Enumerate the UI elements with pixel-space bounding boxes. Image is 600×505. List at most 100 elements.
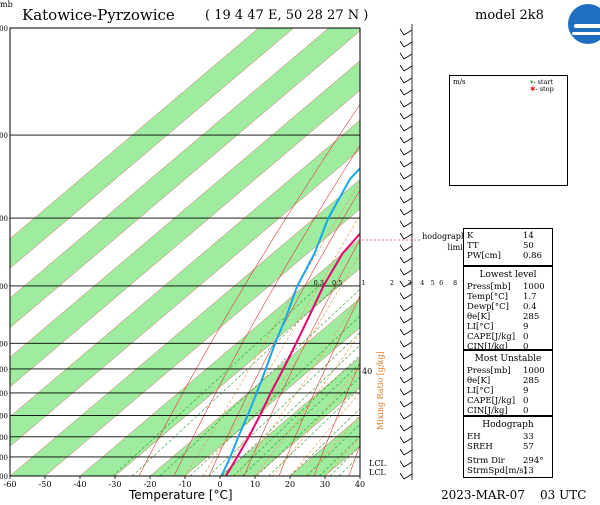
wind-barb <box>399 28 413 36</box>
lowest-row: Press[mb] 1000 <box>467 282 549 292</box>
x-tick-label: 40 <box>355 480 365 489</box>
wind-barb <box>399 412 413 420</box>
hodo-stat2-key: Strm Dir <box>467 456 505 466</box>
unstable-value: 0 <box>523 406 529 416</box>
wind-barb <box>399 148 413 156</box>
footer-time: 03 UTC <box>540 488 587 502</box>
wind-barb <box>399 76 413 84</box>
wind-barb <box>399 424 413 432</box>
hodo-stat-value: 33 <box>523 432 534 442</box>
unstable-row: LI[°C] 9 <box>467 386 549 396</box>
mixing-ratio-line <box>131 285 338 476</box>
mixing-ratio-line <box>319 435 360 476</box>
wind-barb <box>399 376 413 384</box>
moist-adiabat <box>307 414 360 476</box>
side-number: 40 <box>362 367 373 376</box>
unstable-value: 285 <box>523 376 540 386</box>
wind-barb <box>399 160 413 168</box>
pressure-tick-label: 100 <box>0 473 8 481</box>
wind-barb <box>399 64 413 72</box>
hodo-stat2-key: StrmSpd[m/s] <box>467 466 527 476</box>
logo <box>568 4 600 44</box>
lowest-value: 1.7 <box>523 292 537 302</box>
isotherm-line <box>114 268 360 476</box>
temperature-curve <box>225 232 360 476</box>
isotherm-band <box>10 120 360 447</box>
moist-adiabat <box>289 391 360 476</box>
lowest-key: θe[K] <box>467 312 491 322</box>
isotherm-line <box>10 179 360 476</box>
dry-adiabat <box>138 103 360 476</box>
wind-barb <box>399 316 413 324</box>
k-index-value: 14 <box>523 231 534 241</box>
pw-value: 0.86 <box>523 251 542 261</box>
hodo-stat2-value: 13 <box>523 466 534 476</box>
station-coords: ( 19 4 47 E, 50 28 27 N ) <box>205 8 369 23</box>
wind-barb <box>399 352 413 360</box>
mixing-ratio-line <box>256 376 360 476</box>
pressure-tick-label: 00 <box>0 132 8 140</box>
unstable-value: 1000 <box>523 366 545 376</box>
wind-barb <box>399 244 413 252</box>
footer-date: 2023-MAR-07 <box>441 488 525 502</box>
hodo-stat-row: SREH 57 <box>467 442 549 452</box>
k-index-label: K <box>467 231 474 241</box>
isotherm-line <box>184 327 360 476</box>
mixing-ratio-line <box>232 354 360 476</box>
mixing-ratio-line <box>306 423 360 476</box>
isotherm-line <box>254 386 360 476</box>
isotherm-line <box>10 28 259 240</box>
x-axis-title: Temperature [°C] <box>129 488 233 502</box>
dry-adiabat <box>243 239 360 476</box>
isotherm-line <box>10 28 329 299</box>
lowest-value: 0.4 <box>523 302 537 312</box>
x-tick-label: 10 <box>250 480 260 489</box>
unstable-row: CAPE[J/kg] 0 <box>467 396 549 406</box>
mixing-ratio-line <box>112 285 320 476</box>
x-tick-label: -10 <box>179 480 192 489</box>
isotherm-line <box>44 208 360 476</box>
dry-adiabat <box>313 362 360 476</box>
wind-barb <box>399 52 413 60</box>
wind-barb <box>399 256 413 264</box>
mixing-ratio-tick: 2 <box>390 279 394 287</box>
hodo-stat-key: SREH <box>467 442 493 452</box>
hodograph-stop-marker: ✱ <box>530 85 536 93</box>
hodo-stat2-row: StrmSpd[m/s] 13 <box>467 466 549 476</box>
x-tick-label: -20 <box>144 480 157 489</box>
x-tick-label: 20 <box>285 480 295 489</box>
pressure-tick-label: 000 <box>0 454 8 462</box>
indices-box: K 14 TT 50 PW[cm] 0.86 <box>463 228 553 266</box>
mixing-ratio-line <box>241 363 360 476</box>
lowest-key: Dewp[°C] <box>467 302 509 312</box>
hodograph-start-marker: ▾ <box>530 78 534 86</box>
hodograph-unit: m/s <box>453 78 466 86</box>
wind-barb <box>399 400 413 408</box>
lowest-level-title: Lowest level <box>479 270 537 280</box>
lcl-label-2: LCL <box>369 468 386 477</box>
unstable-row: θe[K] 285 <box>467 376 549 386</box>
wind-barb <box>399 436 413 444</box>
pw-label: PW[cm] <box>467 251 501 261</box>
x-tick-label: 0 <box>217 480 222 489</box>
model-name: model 2k8 <box>475 8 544 23</box>
mixing-ratio-line <box>268 387 360 476</box>
dewpoint-curve <box>220 166 360 476</box>
lowest-value: 9 <box>523 322 529 332</box>
unstable-key: Press[mb] <box>467 366 511 376</box>
x-tick-label: -30 <box>109 480 122 489</box>
wind-barb <box>399 328 413 336</box>
isotherm-line <box>10 60 360 358</box>
unstable-row: Press[mb] 1000 <box>467 366 549 376</box>
unstable-key: θe[K] <box>467 376 491 386</box>
station-name: Katowice-Pyrzowice <box>22 6 175 24</box>
hodo-stat2-row: Strm Dir 294° <box>467 456 549 466</box>
unstable-row: CIN[J/kg] 0 <box>467 406 549 416</box>
wind-barb <box>399 448 413 456</box>
isotherm-line <box>10 28 294 269</box>
hodograph-limit-label: hodograph limit <box>422 232 466 252</box>
pressure-tick-label: 00 <box>0 434 8 442</box>
x-tick-label: 30 <box>320 480 330 489</box>
wind-barb <box>399 292 413 300</box>
mixing-ratio-tick: 0.5 <box>332 279 342 287</box>
